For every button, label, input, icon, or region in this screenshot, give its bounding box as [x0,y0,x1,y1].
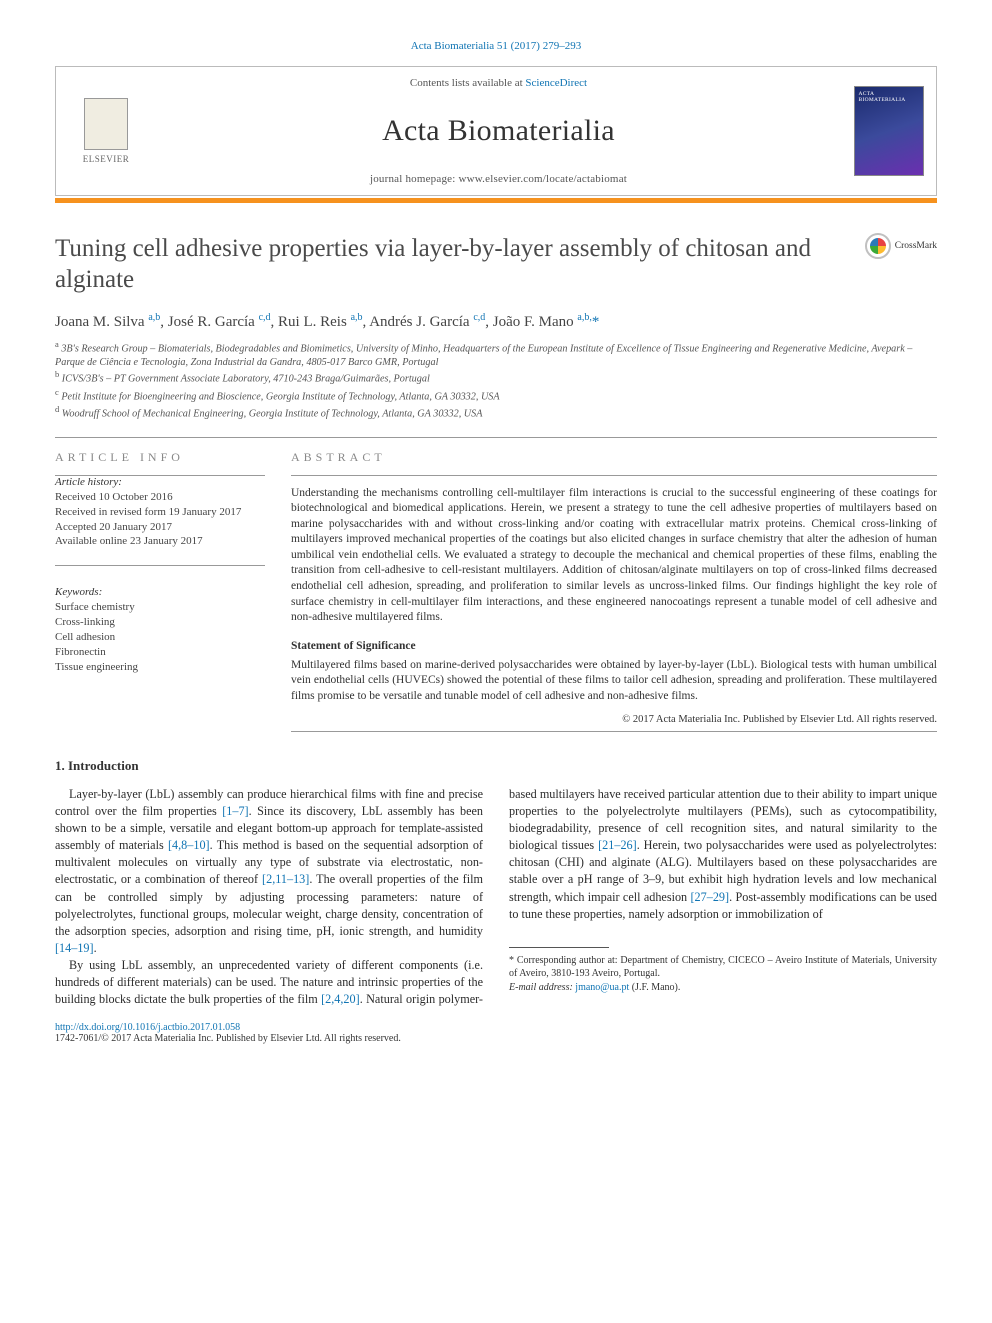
keyword-item: Surface chemistry [55,600,265,615]
contents-line: Contents lists available at ScienceDirec… [156,77,841,89]
doi-link[interactable]: http://dx.doi.org/10.1016/j.actbio.2017.… [55,1022,240,1033]
journal-name: Acta Biomaterialia [156,114,841,148]
email-link[interactable]: jmano@ua.pt [575,982,629,993]
history-item: Received 10 October 2016 [55,490,265,505]
ref-link[interactable]: [4,8–10] [168,838,210,852]
elsevier-logo[interactable]: ELSEVIER [83,98,130,164]
citation-link[interactable]: Acta Biomaterialia 51 (2017) 279–293 [411,40,581,52]
email-label: E-mail address: [509,982,573,993]
keywords-heading: Keywords: [55,586,265,598]
history-item: Accepted 20 January 2017 [55,520,265,535]
elsevier-label: ELSEVIER [83,154,130,164]
ref-link[interactable]: [27–29] [691,890,730,904]
article-block: Tuning cell adhesive properties via laye… [55,233,937,1044]
history-item: Received in revised form 19 January 2017 [55,505,265,520]
ref-link[interactable]: [14–19] [55,941,94,955]
crossmark-label: CrossMark [895,241,937,251]
info-abstract-row: ARTICLE INFO Article history: Received 1… [55,450,937,732]
sciencedirect-link[interactable]: ScienceDirect [525,77,587,89]
contents-pre: Contents lists available at [410,77,525,89]
ref-link[interactable]: [1–7] [222,804,248,818]
ref-link[interactable]: [2,11–13] [262,872,309,886]
page-footer: http://dx.doi.org/10.1016/j.actbio.2017.… [55,1022,937,1044]
statement-heading: Statement of Significance [291,640,937,652]
issn-line: 1742-7061/© 2017 Acta Materialia Inc. Pu… [55,1033,937,1044]
journal-header: ELSEVIER Contents lists available at Sci… [55,66,937,196]
article-title: Tuning cell adhesive properties via laye… [55,233,853,296]
authors-text: Joana M. Silva a,b, José R. García c,d, … [55,314,592,330]
crossmark-widget[interactable]: CrossMark [865,233,937,259]
accent-bar [55,198,937,203]
body-columns: Layer-by-layer (LbL) assembly can produc… [55,786,937,1008]
elsevier-tree-icon [84,98,128,150]
abstract-copyright: © 2017 Acta Materialia Inc. Published by… [291,714,937,725]
journal-page: Acta Biomaterialia 51 (2017) 279–293 ELS… [0,0,992,1084]
ref-link[interactable]: [21–26] [598,838,637,852]
footnote-separator [509,947,609,948]
keywords-list: Surface chemistryCross-linkingCell adhes… [55,600,265,674]
history-list: Received 10 October 2016Received in revi… [55,490,265,549]
info-label: ARTICLE INFO [55,450,265,465]
publisher-logo-cell: ELSEVIER [56,67,156,195]
corresponding-footnote: * Corresponding author at: Department of… [509,954,937,981]
email-line: E-mail address: jmano@ua.pt (J.F. Mano). [509,981,937,995]
keyword-item: Cell adhesion [55,630,265,645]
keyword-item: Fibronectin [55,645,265,660]
abstract-body: Understanding the mechanisms controlling… [291,486,937,626]
title-row: Tuning cell adhesive properties via laye… [55,233,937,296]
citation-line: Acta Biomaterialia 51 (2017) 279–293 [55,40,937,52]
keyword-item: Cross-linking [55,615,265,630]
body-para-1: Layer-by-layer (LbL) assembly can produc… [55,786,483,957]
corresponding-mark: * [592,314,600,330]
abstract-bottom-rule [291,731,937,732]
ref-link[interactable]: [2,4,20] [321,992,360,1006]
journal-cover-thumbnail[interactable] [854,86,924,176]
affiliation-line: c Petit Institute for Bioengineering and… [55,387,937,404]
cover-cell [841,67,936,195]
header-center: Contents lists available at ScienceDirec… [156,67,841,195]
abstract-rule [291,475,937,476]
homepage-line: journal homepage: www.elsevier.com/locat… [156,173,841,185]
affiliation-line: a 3B's Research Group – Biomaterials, Bi… [55,339,937,370]
footnote-block: * Corresponding author at: Department of… [509,954,937,995]
statement-body: Multilayered films based on marine-deriv… [291,658,937,705]
affiliation-line: d Woodruff School of Mechanical Engineer… [55,404,937,421]
affiliation-line: b ICVS/3B's – PT Government Associate La… [55,369,937,386]
intro-heading: 1. Introduction [55,758,937,774]
section-divider [55,437,937,438]
history-item: Available online 23 January 2017 [55,534,265,549]
email-owner: (J.F. Mano). [632,982,681,993]
abstract-label: ABSTRACT [291,450,937,465]
authors-line: Joana M. Silva a,b, José R. García c,d, … [55,312,937,331]
info-rule-2 [55,565,265,566]
history-heading: Article history: [55,476,265,488]
article-info-col: ARTICLE INFO Article history: Received 1… [55,450,265,732]
crossmark-icon [865,233,891,259]
abstract-col: ABSTRACT Understanding the mechanisms co… [291,450,937,732]
affiliations: a 3B's Research Group – Biomaterials, Bi… [55,339,937,421]
keyword-item: Tissue engineering [55,660,265,675]
